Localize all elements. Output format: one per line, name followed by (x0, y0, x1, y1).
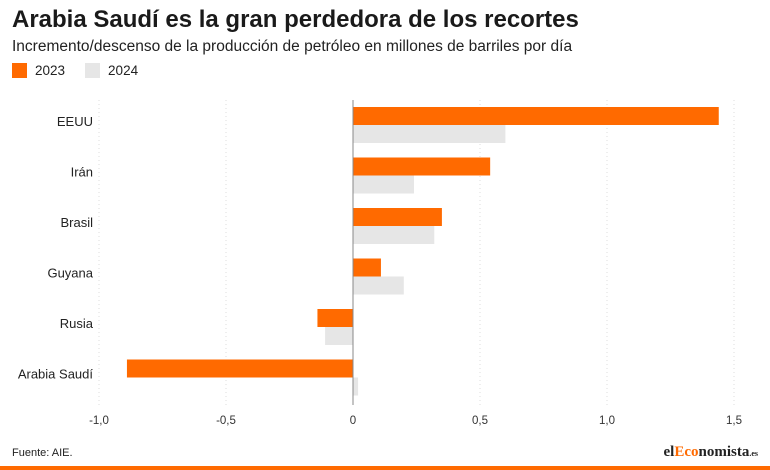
publisher-logo: elEconomista.es (663, 444, 758, 461)
bar-chart: -1,0 -0,5 0 0,5 1,0 1,5 EEUU Irán Brasil Guyana Ru… (18, 100, 742, 427)
x-tick-label: 0 (350, 415, 356, 427)
legend-label-2024: 2024 (108, 63, 139, 78)
chart-subtitle: Incremento/descenso de la producción de … (12, 38, 573, 55)
bottom-accent-bar (0, 466, 770, 470)
x-tick-label: -1,0 (89, 415, 109, 427)
bar-2023 (353, 208, 442, 226)
bar-2024 (325, 327, 353, 345)
bar-2024 (353, 226, 435, 244)
category-label: Brasil (60, 215, 93, 230)
x-tick-label: -0,5 (216, 415, 236, 427)
logo-suffix: nomista (698, 444, 750, 460)
bar-2023 (353, 107, 719, 125)
legend-swatch-2024 (85, 63, 101, 78)
x-tick-label: 1,0 (599, 415, 615, 427)
bar-2023 (353, 258, 381, 277)
category-label: Rusia (60, 316, 94, 331)
source-note: Fuente: AIE. (12, 447, 73, 459)
bar-2024 (353, 175, 414, 194)
bar-2023 (353, 157, 491, 176)
category-label: Irán (71, 165, 93, 180)
x-tick-label: 0,5 (472, 415, 488, 427)
chart-title: Arabia Saudí es la gran perdedora de los… (12, 6, 579, 33)
bar-2024 (353, 377, 359, 396)
logo-tld: .es (749, 449, 758, 458)
category-label: EEUU (57, 114, 93, 129)
legend-item-2023: 2023 (12, 63, 65, 78)
logo-prefix: el (663, 444, 675, 460)
bar-2024 (353, 125, 506, 143)
bar-2023 (126, 359, 353, 378)
bar-2023 (317, 309, 353, 327)
legend-item-2024: 2024 (85, 63, 138, 78)
legend: 2023 2024 (12, 63, 158, 78)
bar-2024 (353, 276, 404, 295)
x-tick-label: 1,5 (726, 415, 742, 427)
legend-label-2023: 2023 (35, 63, 66, 78)
category-label: Guyana (47, 266, 93, 281)
logo-accent: Eco (674, 444, 699, 460)
category-label: Arabia Saudí (18, 367, 94, 382)
legend-swatch-2023 (12, 63, 27, 78)
